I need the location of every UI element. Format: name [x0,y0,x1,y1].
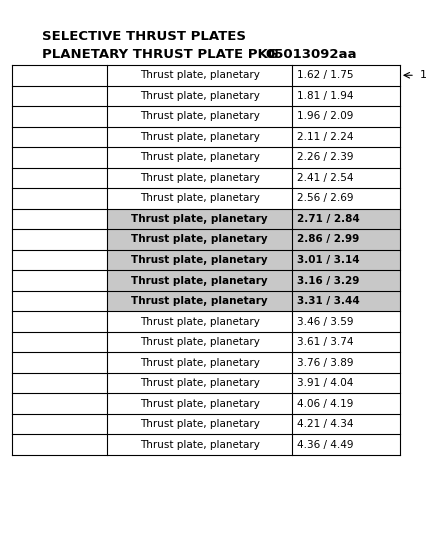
Text: 3.61 / 3.74: 3.61 / 3.74 [297,337,353,347]
Text: Thrust plate, planetary: Thrust plate, planetary [140,317,259,327]
Text: 1.96 / 2.09: 1.96 / 2.09 [297,111,353,122]
Text: 2.41 / 2.54: 2.41 / 2.54 [297,173,353,183]
Bar [107,291,400,311]
Text: Thrust plate, planetary: Thrust plate, planetary [140,152,259,163]
Bar [107,250,400,270]
Text: Thrust plate, planetary: Thrust plate, planetary [131,276,268,286]
Text: Thrust plate, planetary: Thrust plate, planetary [140,419,259,429]
Text: 2.26 / 2.39: 2.26 / 2.39 [297,152,353,163]
Bar [107,209,400,229]
Text: 3.01 / 3.14: 3.01 / 3.14 [297,255,360,265]
Text: 2.56 / 2.69: 2.56 / 2.69 [297,193,353,204]
Text: 05013092aa: 05013092aa [265,48,357,61]
Text: 3.16 / 3.29: 3.16 / 3.29 [297,276,359,286]
Text: Thrust plate, planetary: Thrust plate, planetary [140,378,259,388]
Text: 3.91 / 4.04: 3.91 / 4.04 [297,378,353,388]
Text: Thrust plate, planetary: Thrust plate, planetary [131,296,268,306]
Text: Thrust plate, planetary: Thrust plate, planetary [140,399,259,409]
Text: PLANETARY THRUST PLATE PKG: PLANETARY THRUST PLATE PKG [42,48,279,61]
Text: 1: 1 [420,70,427,80]
Text: Thrust plate, planetary: Thrust plate, planetary [140,132,259,142]
Bar [107,229,400,250]
Text: SELECTIVE THRUST PLATES: SELECTIVE THRUST PLATES [42,30,246,43]
Text: Thrust plate, planetary: Thrust plate, planetary [131,214,268,224]
Text: Thrust plate, planetary: Thrust plate, planetary [131,235,268,245]
Text: Thrust plate, planetary: Thrust plate, planetary [140,91,259,101]
Text: Thrust plate, planetary: Thrust plate, planetary [140,358,259,368]
Text: 2.71 / 2.84: 2.71 / 2.84 [297,214,360,224]
Text: 3.76 / 3.89: 3.76 / 3.89 [297,358,353,368]
Text: 1.81 / 1.94: 1.81 / 1.94 [297,91,353,101]
Text: 2.86 / 2.99: 2.86 / 2.99 [297,235,359,245]
Text: Thrust plate, planetary: Thrust plate, planetary [140,173,259,183]
Text: 1.62 / 1.75: 1.62 / 1.75 [297,70,353,80]
Text: 4.21 / 4.34: 4.21 / 4.34 [297,419,353,429]
Text: Thrust plate, planetary: Thrust plate, planetary [140,193,259,204]
Text: Thrust plate, planetary: Thrust plate, planetary [140,337,259,347]
Text: Thrust plate, planetary: Thrust plate, planetary [140,70,259,80]
Text: Thrust plate, planetary: Thrust plate, planetary [140,440,259,450]
Text: Thrust plate, planetary: Thrust plate, planetary [131,255,268,265]
Text: 4.36 / 4.49: 4.36 / 4.49 [297,440,353,450]
Text: 4.06 / 4.19: 4.06 / 4.19 [297,399,353,409]
Text: 2.11 / 2.24: 2.11 / 2.24 [297,132,353,142]
Bar [107,270,400,291]
Text: 3.31 / 3.44: 3.31 / 3.44 [297,296,360,306]
Text: Thrust plate, planetary: Thrust plate, planetary [140,111,259,122]
Text: 3.46 / 3.59: 3.46 / 3.59 [297,317,353,327]
